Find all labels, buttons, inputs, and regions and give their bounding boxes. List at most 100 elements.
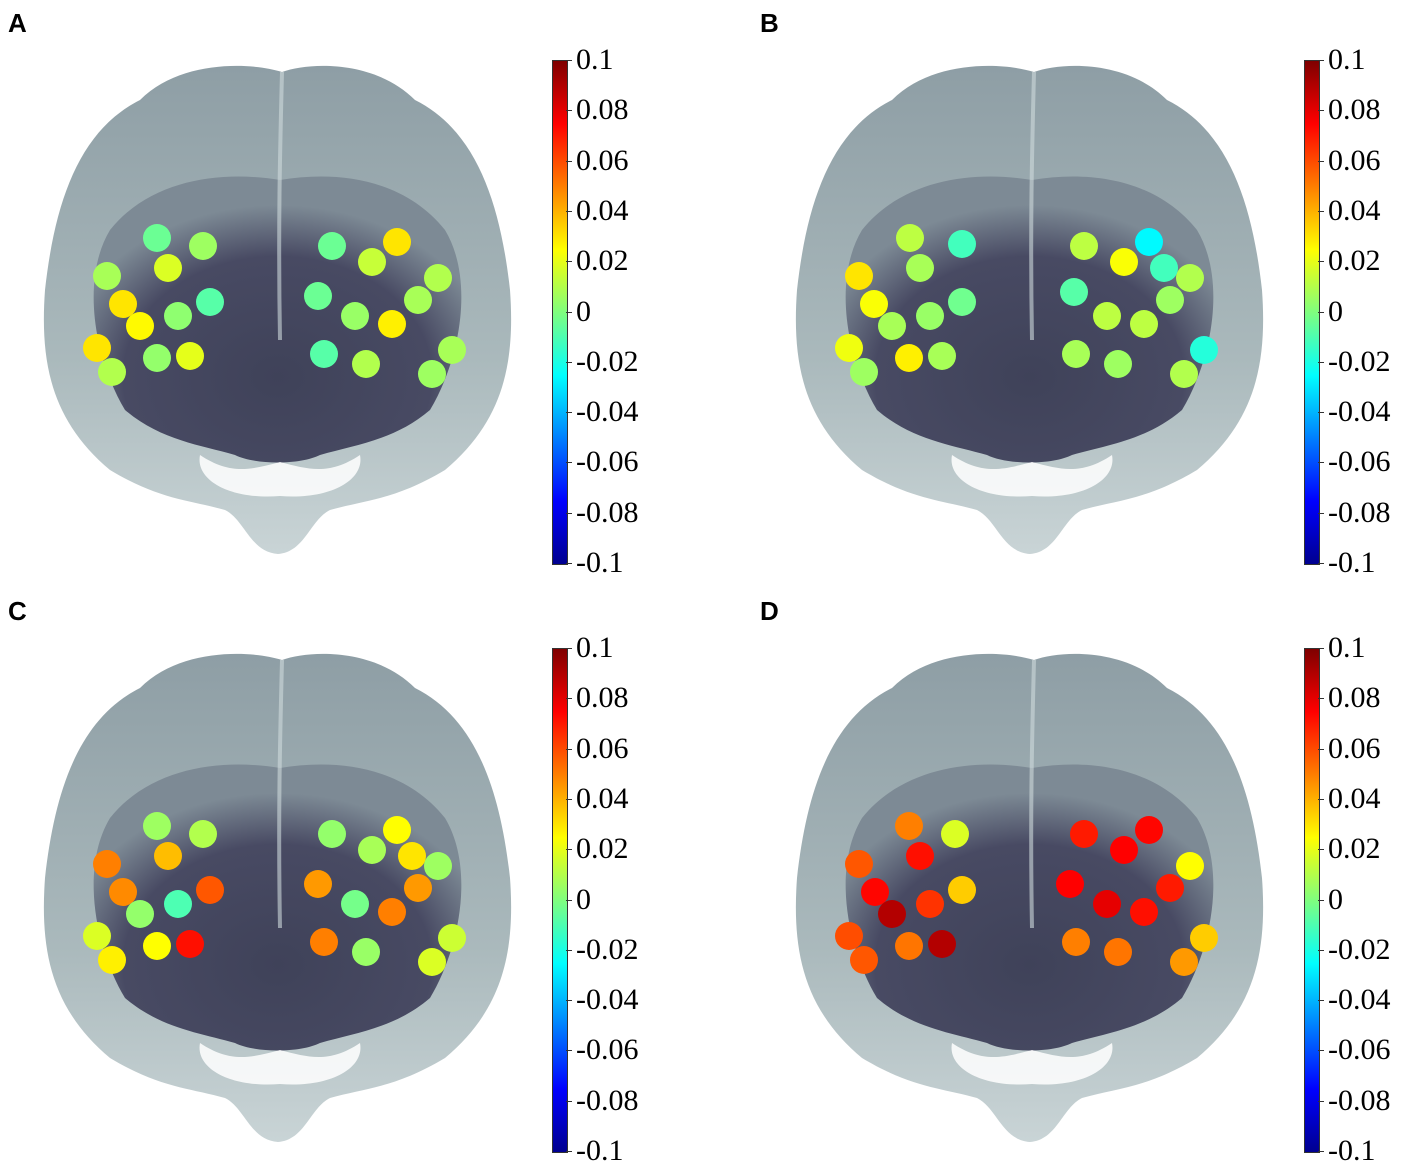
electrode	[928, 930, 956, 958]
electrode	[378, 310, 406, 338]
electrode	[109, 878, 137, 906]
colorbar-tick-label: -0.02	[1328, 344, 1391, 378]
electrode	[928, 342, 956, 370]
electrode	[1093, 302, 1121, 330]
electrode	[948, 230, 976, 258]
colorbar-tick	[566, 512, 572, 514]
colorbar-tick	[566, 648, 572, 649]
electrode	[860, 290, 888, 318]
colorbar-tick	[1318, 412, 1324, 414]
colorbar-tick-label: 0.1	[1328, 631, 1366, 664]
electrode	[1190, 336, 1218, 364]
colorbar-tick-label: -0.06	[576, 1033, 639, 1067]
electrode	[109, 290, 137, 318]
colorbar-tick	[566, 110, 572, 112]
electrode	[845, 850, 873, 878]
electrode	[878, 900, 906, 928]
colorbar-tick-label: -0.08	[1328, 1083, 1391, 1117]
electrode	[352, 938, 380, 966]
electrode	[164, 890, 192, 918]
electrode	[941, 820, 969, 848]
colorbar-tick	[566, 949, 572, 951]
panel-letter: B	[760, 8, 779, 38]
colorbar-tick-label: -0.06	[1328, 1033, 1391, 1067]
electrode	[1070, 232, 1098, 260]
electrode	[98, 358, 126, 386]
colorbar-tick-label: -0.1	[576, 1134, 624, 1167]
neck-highlight	[199, 1043, 361, 1085]
electrode	[438, 336, 466, 364]
midline-groove	[1029, 659, 1036, 929]
colorbar-tick	[1318, 949, 1324, 951]
colorbar-tick	[566, 899, 572, 901]
electrode	[143, 812, 171, 840]
electrode	[948, 288, 976, 316]
colorbar-tick-label: 0	[1328, 882, 1343, 916]
colorbar	[552, 648, 568, 1153]
colorbar-tick-label: -0.1	[1328, 1134, 1376, 1167]
colorbar-tick-label: -0.02	[576, 932, 639, 966]
midline-groove	[1029, 71, 1036, 341]
colorbar-tick	[566, 698, 572, 700]
colorbar-tick	[1318, 160, 1324, 162]
electrode	[906, 254, 934, 282]
electrode	[176, 930, 204, 958]
electrode	[83, 922, 111, 950]
electrode	[1062, 928, 1090, 956]
electrode	[916, 890, 944, 918]
colorbar-tick-label: -0.08	[576, 495, 639, 529]
panel-letter: C	[8, 596, 27, 626]
colorbar-tick	[566, 748, 572, 750]
electrode	[1156, 286, 1184, 314]
colorbar-tick-label: 0.02	[576, 832, 629, 866]
electrode	[424, 264, 452, 292]
electrode	[1170, 360, 1198, 388]
colorbar-tick-label: 0.06	[1328, 143, 1381, 177]
head-topography	[795, 653, 1264, 1142]
colorbar-tick-label: -0.04	[1328, 983, 1391, 1017]
neck-highlight	[951, 455, 1113, 497]
colorbar-tick	[1318, 1000, 1324, 1002]
colorbar-tick-label: 0.02	[576, 244, 629, 278]
colorbar-tick	[1318, 512, 1324, 514]
colorbar-tick-label: 0	[1328, 294, 1343, 328]
electrode	[916, 302, 944, 330]
electrode	[906, 842, 934, 870]
electrode	[895, 344, 923, 372]
colorbar-tick	[1318, 60, 1324, 61]
electrode	[1156, 874, 1184, 902]
electrode	[1104, 350, 1132, 378]
electrode	[1060, 278, 1088, 306]
colorbar-tick	[1318, 462, 1324, 464]
electrode	[310, 340, 338, 368]
panel-letter: D	[760, 596, 779, 626]
electrode	[143, 344, 171, 372]
colorbar-tick	[566, 210, 572, 212]
electrode	[948, 876, 976, 904]
colorbar-tick-label: 0	[576, 882, 591, 916]
electrode	[93, 262, 121, 290]
panel-letter: A	[8, 8, 27, 38]
colorbar	[1304, 648, 1320, 1153]
colorbar-tick-label: 0	[576, 294, 591, 328]
colorbar-tick	[566, 1151, 572, 1152]
colorbar-tick-label: 0.04	[1328, 193, 1381, 227]
colorbar-tick-label: 0.04	[1328, 781, 1381, 815]
neck-highlight	[951, 1043, 1113, 1085]
colorbar-tick-label: 0.1	[576, 43, 614, 76]
colorbar-tick-label: -0.02	[1328, 932, 1391, 966]
colorbar	[552, 60, 568, 565]
electrode	[143, 932, 171, 960]
colorbar-tick	[566, 261, 572, 263]
electrode	[154, 842, 182, 870]
colorbar-tick-label: 0.08	[576, 681, 629, 715]
colorbar-tick	[1318, 748, 1324, 750]
colorbar	[1304, 60, 1320, 565]
colorbar-tick	[1318, 648, 1324, 649]
scalp-region	[93, 176, 462, 463]
colorbar-tick	[1318, 849, 1324, 851]
scalp-region	[93, 764, 462, 1051]
electrode	[438, 924, 466, 952]
electrode	[1150, 254, 1178, 282]
electrode	[845, 262, 873, 290]
